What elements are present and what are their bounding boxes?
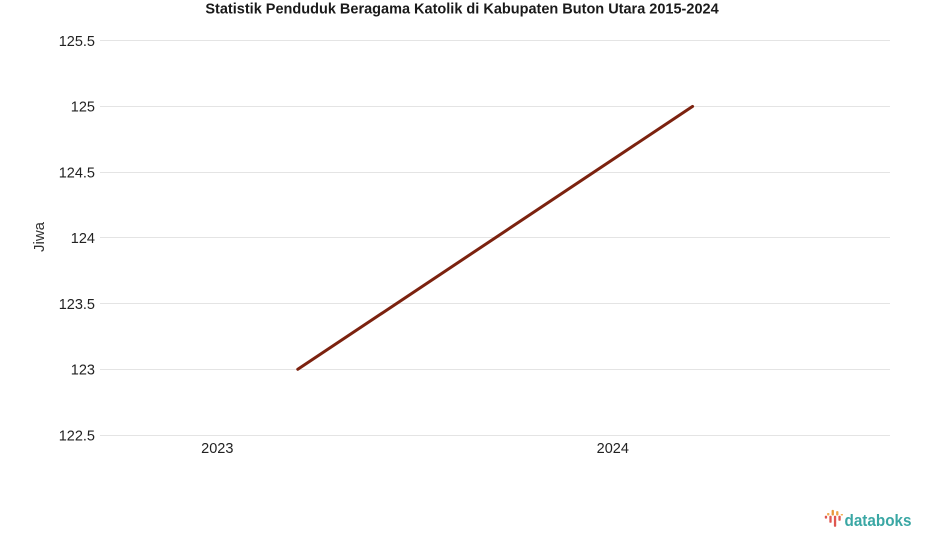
svg-text:125: 125 bbox=[71, 100, 95, 116]
svg-text:125.5: 125.5 bbox=[59, 34, 95, 50]
svg-text:123: 123 bbox=[71, 363, 95, 379]
svg-text:123.5: 123.5 bbox=[59, 297, 95, 313]
svg-text:122.5: 122.5 bbox=[59, 428, 95, 444]
svg-text:124.5: 124.5 bbox=[59, 165, 95, 181]
svg-text:2023: 2023 bbox=[201, 441, 233, 457]
svg-text:databoks: databoks bbox=[845, 511, 912, 530]
svg-text:Statistik Penduduk Beragama Ka: Statistik Penduduk Beragama Katolik di K… bbox=[205, 2, 718, 18]
svg-text:2024: 2024 bbox=[597, 441, 629, 457]
svg-text:Jiwa: Jiwa bbox=[31, 221, 48, 252]
svg-text:124: 124 bbox=[71, 231, 95, 247]
